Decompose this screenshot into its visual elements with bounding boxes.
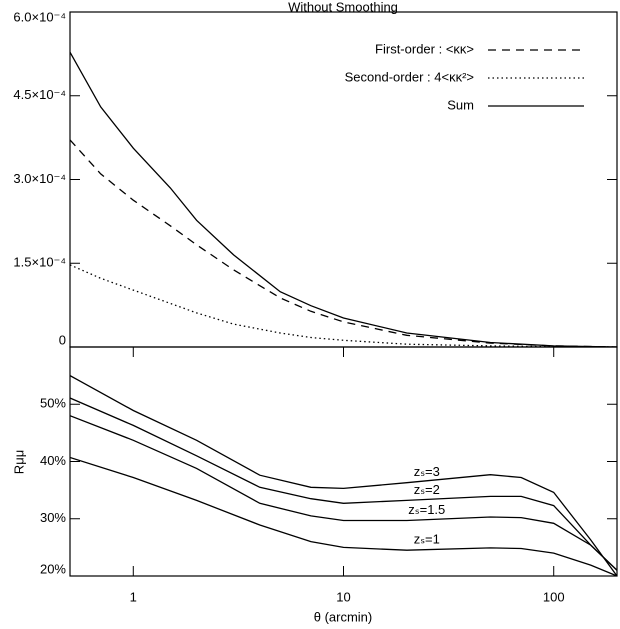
series-label: zₛ=3 <box>414 464 440 479</box>
series-line <box>70 456 617 576</box>
legend-label: First-order : <κκ> <box>375 41 474 56</box>
x-tick-label: 1 <box>130 589 137 604</box>
y-tick-label: 3.0×10⁻⁴ <box>13 171 66 186</box>
series-line <box>70 264 617 347</box>
y-tick-label: 40% <box>40 453 66 468</box>
plot-frame <box>69 11 618 348</box>
y-tick-label: 1.5×10⁻⁴ <box>13 255 66 270</box>
x-tick-label: 100 <box>543 589 565 604</box>
series-line <box>70 415 617 571</box>
legend-label: Second-order : 4<κκ²> <box>345 69 474 84</box>
y-tick-label: 6.0×10⁻⁴ <box>13 9 66 24</box>
legend-label: Sum <box>447 97 474 112</box>
chart-title: Without Smoothing <box>288 0 398 14</box>
y-tick-label: 50% <box>40 396 66 411</box>
series-line <box>70 139 617 347</box>
series-line <box>70 375 617 576</box>
series-line <box>70 51 617 347</box>
y-tick-label: 0 <box>59 332 66 347</box>
y-tick-label: 4.5×10⁻⁴ <box>13 87 66 102</box>
series-label: zₛ=1.5 <box>408 502 445 517</box>
plot-frame <box>69 346 618 577</box>
y-axis-label: Rμμ <box>11 450 26 474</box>
x-axis-label: θ (arcmin) <box>314 609 373 624</box>
y-tick-label: 30% <box>40 510 66 525</box>
y-tick-label: 20% <box>40 561 66 576</box>
series-label: zₛ=2 <box>414 482 440 497</box>
series-line <box>70 397 617 571</box>
x-tick-label: 10 <box>336 589 350 604</box>
series-label: zₛ=1 <box>414 532 440 547</box>
